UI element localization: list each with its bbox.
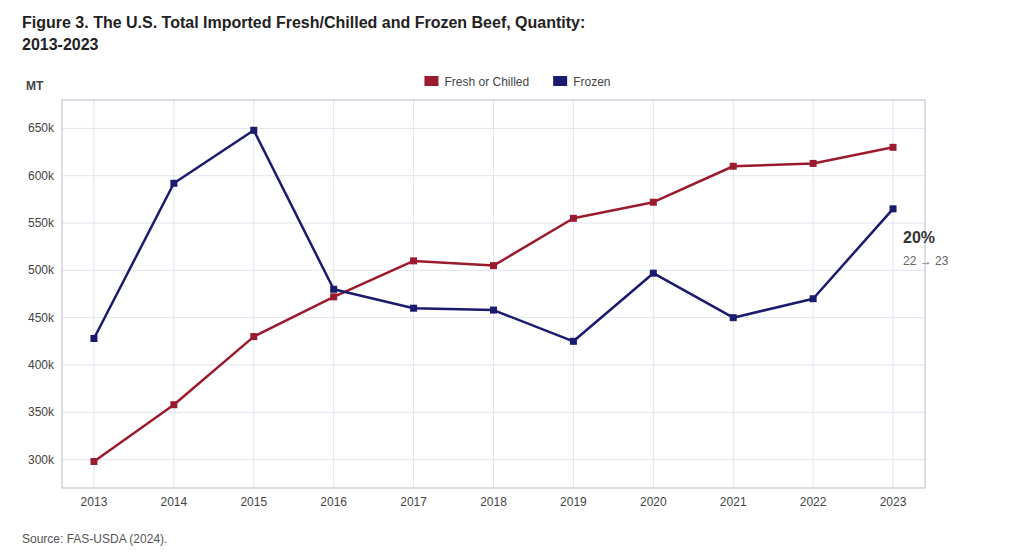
grid-line: [733, 100, 734, 488]
marker: [90, 458, 97, 465]
marker: [170, 180, 177, 187]
chart: Figure 3. The U.S. Total Imported Fresh/…: [0, 0, 1024, 555]
grid-line: [173, 100, 174, 488]
legend-label: Frozen: [573, 75, 610, 89]
marker: [250, 333, 257, 340]
marker: [890, 144, 897, 151]
annotation: 20%: [903, 229, 935, 246]
y-tick-label: 600k: [28, 169, 55, 183]
title: Figure 3. The U.S. Total Imported Fresh/…: [22, 14, 585, 31]
grid-line: [413, 100, 414, 488]
marker: [730, 314, 737, 321]
grid-line: [253, 100, 254, 488]
x-tick-label: 2016: [320, 495, 347, 509]
y-tick-label: 400k: [28, 358, 55, 372]
x-tick-label: 2021: [720, 495, 747, 509]
grid-line: [813, 100, 814, 488]
y-tick-label: 650k: [28, 121, 55, 135]
marker: [410, 257, 417, 264]
marker: [810, 160, 817, 167]
marker: [650, 199, 657, 206]
marker: [650, 270, 657, 277]
x-tick-label: 2023: [880, 495, 907, 509]
x-tick-label: 2020: [640, 495, 667, 509]
marker: [490, 262, 497, 269]
line: [94, 130, 893, 341]
y-tick-label: 450k: [28, 311, 55, 325]
y-tick-label: 500k: [28, 263, 55, 277]
x-tick-label: 2018: [480, 495, 507, 509]
axes: 300k 350k 400k 450k 500k 550k 600k 650k 2013 2014…: [26, 79, 907, 509]
data: [90, 127, 896, 465]
y-tick-label: 300k: [28, 453, 55, 467]
plot-frame: [62, 100, 925, 488]
marker: [410, 305, 417, 312]
marker: [90, 335, 97, 342]
y-axis-label: MT: [26, 79, 44, 93]
grid: [62, 100, 925, 488]
x-tick-label: 2014: [161, 495, 188, 509]
marker: [170, 401, 177, 408]
marker: [330, 293, 337, 300]
x-tick-label: 2019: [560, 495, 587, 509]
legend-swatch: [553, 76, 567, 86]
marker: [570, 338, 577, 345]
line: [94, 147, 893, 461]
marker: [810, 295, 817, 302]
legend: Fresh or Chilled Frozen: [424, 75, 610, 89]
subtitle: 2013-2023: [22, 36, 99, 53]
legend-swatch: [424, 76, 438, 86]
grid-line: [493, 100, 494, 488]
legend-label: Fresh or Chilled: [444, 75, 529, 89]
source: Source: FAS-USDA (2024).: [22, 532, 167, 546]
x-tick-label: 2017: [400, 495, 427, 509]
grid-line: [573, 100, 574, 488]
marker: [890, 205, 897, 212]
x-tick-label: 2013: [81, 495, 108, 509]
x-tick-label: 2022: [800, 495, 827, 509]
marker: [250, 127, 257, 134]
annotation: 22 → 23: [903, 254, 949, 268]
grid-line: [893, 100, 894, 488]
marker: [570, 215, 577, 222]
y-tick-label: 550k: [28, 216, 55, 230]
marker: [490, 307, 497, 314]
y-tick-label: 350k: [28, 405, 55, 419]
marker: [730, 163, 737, 170]
grid-line: [653, 100, 654, 488]
marker: [330, 286, 337, 293]
x-tick-label: 2015: [240, 495, 267, 509]
grid-line: [93, 100, 94, 488]
